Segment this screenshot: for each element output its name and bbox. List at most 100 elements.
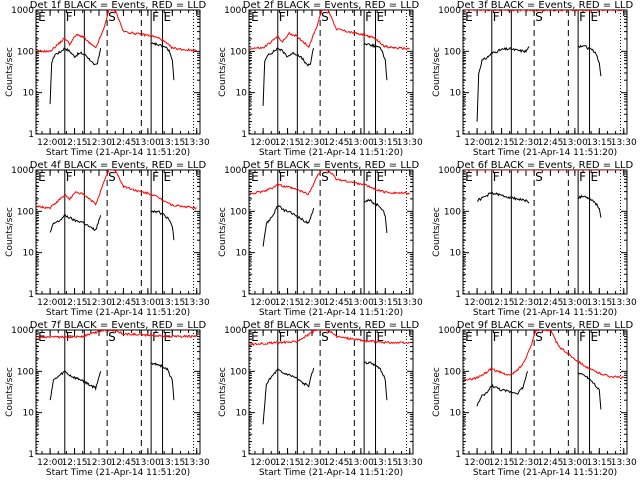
x-tick-label: 12:45	[110, 298, 136, 308]
y-tick-label: 1000	[438, 166, 461, 176]
panel-det-2: Det 2f BLACK = Events, RED = LLD 1 10 100 10…	[218, 0, 423, 158]
x-tick-label: 12:30	[86, 298, 112, 308]
events-series	[476, 46, 530, 122]
x-tick-label: 13:30	[611, 298, 637, 308]
flag-label: E	[251, 170, 259, 184]
events-series	[363, 361, 388, 401]
plot-frame	[35, 9, 201, 135]
plot-frame	[462, 9, 628, 135]
events-series	[577, 194, 602, 218]
y-tick-label: 1	[455, 290, 461, 300]
panel-title: Det 9f BLACK = Events, RED = LLD	[457, 320, 634, 331]
x-tick-label: 13:00	[135, 298, 161, 308]
y-axis-label: Counts/sec	[432, 47, 442, 97]
plot-frame	[248, 169, 414, 295]
flag-label: S	[108, 10, 116, 24]
flag-label: E	[377, 330, 385, 344]
y-tick-label: 100	[230, 207, 247, 217]
flag-label: F	[66, 170, 73, 184]
y-axis-label: Counts/sec	[5, 207, 15, 257]
x-tick-label: 13:15	[372, 138, 398, 148]
x-axis-label: Start Time (21-Apr-14 11:51:20)	[259, 468, 403, 478]
y-tick-label: 1000	[11, 166, 34, 176]
y-tick-label: 100	[444, 367, 461, 377]
x-tick-label: 12:30	[299, 458, 325, 468]
x-tick-label: 13:00	[348, 138, 374, 148]
x-tick-label: 12:15	[62, 138, 88, 148]
x-tick-label: 12:15	[275, 138, 301, 148]
x-tick-label: 12:30	[513, 458, 539, 468]
x-axis-label: Start Time (21-Apr-14 11:51:20)	[46, 308, 190, 318]
panel-title: Det 2f BLACK = Events, RED = LLD	[243, 0, 420, 11]
y-axis-label: Counts/sec	[218, 367, 228, 417]
x-tick-label: 12:30	[86, 458, 112, 468]
flag-label: F	[493, 170, 500, 184]
x-tick-label: 13:30	[397, 458, 423, 468]
y-tick-label: 1	[241, 130, 247, 140]
panel-det-3: Det 3f BLACK = Events, RED = LLD 1 10 100 10…	[432, 0, 637, 158]
y-tick-label: 10	[23, 89, 35, 99]
x-tick-label: 13:30	[397, 298, 423, 308]
flag-label: E	[164, 10, 172, 24]
x-tick-label: 12:45	[537, 138, 563, 148]
y-tick-label: 100	[444, 207, 461, 217]
x-tick-label: 12:00	[37, 138, 63, 148]
events-series	[262, 47, 315, 106]
y-tick-label: 1000	[438, 6, 461, 16]
x-tick-label: 12:15	[489, 458, 515, 468]
y-tick-label: 10	[450, 249, 462, 259]
y-tick-label: 10	[450, 89, 462, 99]
x-tick-label: 12:00	[250, 298, 276, 308]
y-tick-label: 100	[17, 367, 34, 377]
x-tick-label: 12:45	[110, 458, 136, 468]
y-tick-label: 100	[230, 367, 247, 377]
x-tick-label: 13:00	[135, 138, 161, 148]
events-series	[150, 41, 175, 81]
y-tick-label: 1	[28, 130, 34, 140]
y-tick-label: 100	[444, 47, 461, 57]
x-tick-label: 13:30	[184, 458, 210, 468]
flag-label: F	[66, 10, 73, 24]
panel-det-4: Det 4f BLACK = Events, RED = LLD 1 10 100 10…	[5, 160, 210, 318]
y-tick-label: 1	[28, 450, 34, 460]
flag-label: E	[465, 170, 473, 184]
panel-title: Det 1f BLACK = Events, RED = LLD	[30, 0, 207, 11]
flag-label: S	[321, 10, 329, 24]
events-series	[577, 372, 602, 410]
flag-label: F	[152, 10, 159, 24]
lld-series	[249, 10, 410, 50]
x-tick-label: 12:30	[513, 138, 539, 148]
panel-title: Det 4f BLACK = Events, RED = LLD	[30, 160, 207, 171]
x-axis-label: Start Time (21-Apr-14 11:51:20)	[46, 148, 190, 158]
events-series	[150, 362, 175, 401]
x-tick-label: 13:00	[562, 298, 588, 308]
flag-label: F	[493, 330, 500, 344]
y-tick-label: 1000	[224, 6, 247, 16]
x-tick-label: 13:30	[611, 138, 637, 148]
x-tick-label: 13:15	[159, 458, 185, 468]
flag-label: F	[279, 330, 286, 344]
panel-title: Det 5f BLACK = Events, RED = LLD	[243, 160, 420, 171]
x-tick-label: 12:00	[250, 458, 276, 468]
x-axis-label: Start Time (21-Apr-14 11:51:20)	[473, 468, 617, 478]
x-tick-label: 13:15	[159, 298, 185, 308]
x-tick-label: 12:15	[489, 138, 515, 148]
flag-label: E	[251, 330, 259, 344]
x-tick-label: 13:30	[184, 138, 210, 148]
flag-label: E	[591, 170, 599, 184]
y-axis-label: Counts/sec	[5, 47, 15, 97]
panel-title: Det 3f BLACK = Events, RED = LLD	[457, 0, 634, 11]
y-tick-label: 10	[236, 89, 248, 99]
y-tick-label: 1	[28, 290, 34, 300]
events-series	[49, 47, 102, 105]
flag-label: S	[108, 170, 116, 184]
y-tick-label: 10	[236, 409, 248, 419]
flag-label: S	[535, 330, 543, 344]
flag-label: E	[465, 10, 473, 24]
panel-title: Det 6f BLACK = Events, RED = LLD	[457, 160, 634, 171]
flag-label: S	[535, 10, 543, 24]
lld-series	[249, 330, 411, 347]
y-axis-label: Counts/sec	[218, 207, 228, 257]
flag-label: F	[365, 170, 372, 184]
events-series	[150, 210, 175, 241]
